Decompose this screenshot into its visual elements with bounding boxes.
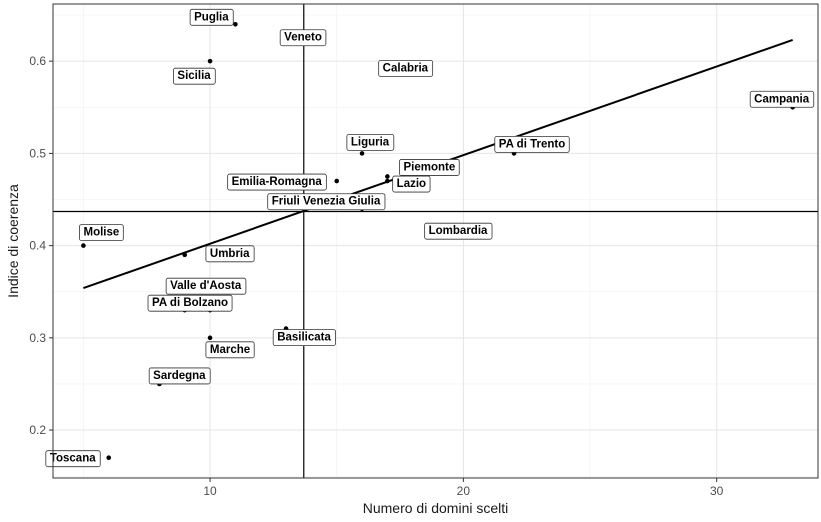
point-label: Umbria bbox=[205, 245, 255, 263]
data-point bbox=[207, 58, 213, 64]
point-label-text: Valle d'Aosta bbox=[170, 280, 242, 292]
point-label: Valle d'Aosta bbox=[165, 277, 247, 295]
point-label-box bbox=[346, 133, 395, 151]
point-label-box bbox=[189, 8, 234, 26]
point-label-text: Piemonte bbox=[403, 161, 455, 173]
point-label: Veneto bbox=[279, 29, 327, 47]
x-tick-label: 10 bbox=[203, 484, 217, 498]
point-label: Lazio bbox=[392, 175, 431, 193]
point-label: Sicilia bbox=[173, 67, 216, 85]
y-tick-label: 0.2 bbox=[29, 423, 46, 437]
point-label-text: Toscana bbox=[50, 453, 96, 465]
point-label-box bbox=[147, 294, 233, 312]
point-label-text: Liguria bbox=[351, 136, 390, 148]
plot-panel bbox=[53, 4, 818, 478]
point-label: Piemonte bbox=[399, 159, 460, 176]
x-axis-title: Numero di domini scelti bbox=[363, 500, 509, 516]
point-label: Molise bbox=[79, 224, 124, 242]
point-label-box bbox=[279, 29, 327, 47]
point-label: Toscana bbox=[45, 450, 101, 468]
point-label: Basilicata bbox=[272, 329, 336, 347]
point-label-box bbox=[494, 135, 570, 153]
point-label-box bbox=[227, 173, 327, 191]
point-label-box bbox=[45, 450, 101, 468]
point-label-text: Puglia bbox=[194, 11, 229, 23]
point-label: Puglia bbox=[189, 8, 234, 26]
point-label-text: Lazio bbox=[397, 178, 426, 190]
data-point bbox=[106, 455, 112, 461]
point-label-text: Lombardia bbox=[429, 225, 488, 237]
point-label-box bbox=[399, 159, 460, 176]
point-label-box bbox=[165, 277, 247, 295]
point-label-text: Campania bbox=[754, 93, 810, 105]
point-label: Friuli Venezia Giulia bbox=[267, 193, 386, 211]
point-label: Calabria bbox=[378, 59, 434, 77]
point-label-text: Veneto bbox=[284, 32, 322, 44]
point-label-box bbox=[272, 329, 336, 347]
point-label: Sardegna bbox=[148, 367, 211, 385]
point-label-text: Umbria bbox=[210, 248, 250, 260]
point-label: Emilia-Romagna bbox=[227, 173, 327, 191]
point-label: Marche bbox=[205, 341, 255, 359]
point-label-text: Basilicata bbox=[277, 332, 331, 344]
point-label-box bbox=[424, 222, 493, 240]
point-label-box bbox=[173, 67, 216, 85]
data-point bbox=[385, 178, 390, 184]
point-label-box bbox=[267, 193, 386, 211]
point-label: PA di Bolzano bbox=[147, 294, 233, 312]
point-label: PA di Trento bbox=[494, 135, 570, 153]
point-label-text: Friuli Venezia Giulia bbox=[272, 196, 381, 208]
point-label-box bbox=[392, 175, 431, 193]
point-label: Lombardia bbox=[424, 222, 493, 240]
y-tick-label: 0.3 bbox=[29, 331, 46, 345]
data-point bbox=[81, 243, 86, 248]
point-label-text: Calabria bbox=[383, 62, 429, 74]
point-label-box bbox=[205, 341, 255, 359]
point-label-text: Marche bbox=[210, 344, 250, 356]
data-point bbox=[334, 178, 340, 184]
y-tick-label: 0.4 bbox=[29, 239, 46, 253]
data-point bbox=[233, 21, 238, 27]
y-tick-label: 0.6 bbox=[29, 54, 46, 68]
point-label-box bbox=[205, 245, 255, 263]
y-tick-label: 0.5 bbox=[29, 146, 46, 160]
plot-border bbox=[52, 3, 819, 479]
data-point bbox=[207, 335, 213, 341]
point-label-text: Molise bbox=[83, 227, 119, 239]
x-tick-label: 30 bbox=[710, 484, 724, 498]
data-point bbox=[359, 151, 365, 156]
point-label-box bbox=[79, 224, 124, 242]
point-label: Campania bbox=[749, 90, 815, 108]
point-label-box bbox=[378, 59, 434, 77]
point-label-text: Emilia-Romagna bbox=[232, 176, 323, 188]
y-axis-title: Indice di coerenza bbox=[5, 184, 21, 298]
point-label-box bbox=[148, 367, 211, 385]
point-label-text: Sicilia bbox=[177, 70, 211, 82]
point-label-box bbox=[749, 90, 815, 108]
point-label: Liguria bbox=[346, 133, 395, 151]
x-tick-label: 20 bbox=[457, 484, 471, 498]
data-point bbox=[182, 252, 188, 258]
point-label-text: Sardegna bbox=[153, 370, 206, 382]
point-label-text: PA di Bolzano bbox=[152, 297, 228, 309]
point-label-text: PA di Trento bbox=[499, 138, 565, 150]
data-point bbox=[385, 174, 390, 179]
